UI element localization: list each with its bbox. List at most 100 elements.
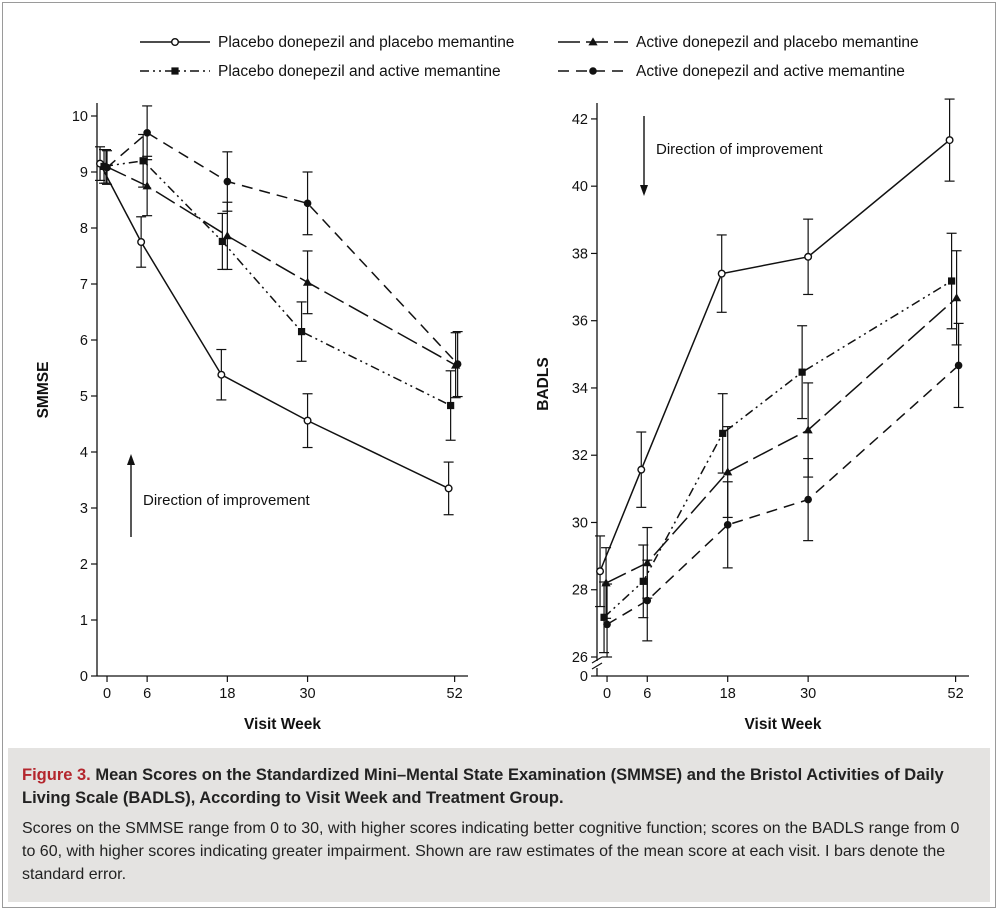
data-point bbox=[139, 157, 147, 165]
series-line bbox=[105, 165, 456, 366]
caption-title-line: Figure 3. Mean Scores on the Standardize… bbox=[22, 764, 976, 810]
data-point bbox=[302, 277, 313, 286]
legend-marker bbox=[170, 38, 179, 47]
data-point bbox=[223, 177, 232, 186]
y-axis-label: BADLS bbox=[535, 357, 552, 410]
data-point bbox=[142, 181, 152, 190]
y-tick-label: 40 bbox=[572, 179, 588, 195]
data-point bbox=[954, 361, 963, 370]
axis-break-mark bbox=[591, 662, 603, 670]
legend-marker bbox=[589, 67, 597, 75]
x-tick-label: 18 bbox=[720, 686, 736, 702]
data-point bbox=[444, 484, 453, 493]
data-point bbox=[804, 252, 813, 261]
series-line bbox=[99, 163, 449, 490]
data-point bbox=[222, 231, 232, 240]
legend-label: Placebo donepezil and active memantine bbox=[218, 63, 501, 80]
data-point bbox=[218, 237, 226, 246]
direction-of-improvement-label: Direction of improvement bbox=[143, 492, 311, 509]
y-tick-label: 2 bbox=[80, 557, 88, 573]
y-tick-label: 36 bbox=[572, 314, 588, 330]
data-point bbox=[723, 467, 733, 476]
data-point bbox=[103, 163, 111, 172]
data-point bbox=[717, 269, 726, 278]
y-tick-label: 8 bbox=[80, 221, 88, 237]
y-tick-label: 28 bbox=[572, 583, 588, 599]
x-tick-label: 30 bbox=[299, 686, 315, 702]
smmse-series-active-donepezil-and-placebo-memantine bbox=[101, 149, 461, 399]
series-line bbox=[599, 139, 951, 572]
data-point bbox=[297, 328, 306, 336]
badls-series-active-donepezil-and-active-memantine bbox=[602, 322, 964, 658]
smmse-series-active-donepezil-and-active-memantine bbox=[102, 105, 463, 398]
data-point bbox=[803, 425, 813, 434]
y-tick-label: 26 bbox=[572, 650, 588, 666]
legend-item-active-donepezil-and-active-memantine: Active donepezil and active memantine bbox=[558, 63, 905, 80]
series-line bbox=[106, 131, 459, 365]
data-point bbox=[453, 360, 462, 368]
data-point bbox=[603, 620, 611, 629]
data-point bbox=[719, 429, 727, 437]
caption-figure-label: Figure 3. bbox=[22, 766, 91, 784]
legend-item-placebo-donepezil-and-active-memantine: Placebo donepezil and active memantine bbox=[140, 63, 501, 80]
series-line bbox=[103, 160, 451, 407]
badls-series-placebo-donepezil-and-active-memantine bbox=[599, 232, 957, 654]
smmse-series-placebo-donepezil-and-placebo-memantine bbox=[95, 146, 454, 516]
data-point bbox=[951, 293, 962, 302]
data-point bbox=[303, 199, 312, 208]
legend-item-placebo-donepezil-and-placebo-memantine: Placebo donepezil and placebo memantine bbox=[140, 34, 514, 51]
data-point bbox=[723, 521, 732, 529]
legend-item-active-donepezil-and-placebo-memantine: Active donepezil and placebo memantine bbox=[558, 34, 919, 51]
data-point bbox=[600, 613, 608, 621]
y-tick-label: 7 bbox=[80, 277, 88, 293]
legend-label: Active donepezil and placebo memantine bbox=[636, 34, 919, 51]
data-point bbox=[596, 567, 605, 576]
legend-marker bbox=[588, 37, 598, 46]
x-axis-label: Visit Week bbox=[244, 716, 321, 733]
series-line bbox=[605, 297, 958, 584]
data-point bbox=[217, 370, 226, 379]
data-point bbox=[143, 129, 151, 137]
data-point bbox=[804, 495, 812, 504]
figure-caption: Figure 3. Mean Scores on the Standardize… bbox=[8, 748, 990, 902]
data-point bbox=[637, 465, 646, 474]
y-tick-label: 42 bbox=[572, 112, 588, 128]
caption-title: Mean Scores on the Standardized Mini–Men… bbox=[22, 766, 944, 807]
y-tick-label: 4 bbox=[80, 445, 88, 461]
data-point bbox=[447, 401, 455, 410]
figure-canvas: Placebo donepezil and placebo memantine A… bbox=[35, 34, 969, 733]
arrowhead-up-icon bbox=[127, 454, 135, 465]
x-tick-label: 0 bbox=[603, 686, 611, 702]
y-tick-label: 34 bbox=[572, 381, 588, 397]
data-point bbox=[137, 237, 146, 246]
x-tick-label: 6 bbox=[643, 686, 651, 702]
smmse-series-placebo-donepezil-and-active-memantine bbox=[99, 133, 456, 441]
direction-of-improvement-label: Direction of improvement bbox=[656, 141, 824, 158]
x-tick-label: 52 bbox=[447, 686, 463, 702]
data-point bbox=[798, 368, 806, 376]
y-tick-label: 0 bbox=[580, 669, 588, 685]
smmse-panel: 0 1 2 3 4 5 6 7 8 9 10 0 6 18 30 52 Visit Week SMMSE Direc… bbox=[35, 103, 468, 733]
y-tick-label: 5 bbox=[80, 389, 88, 405]
y-tick-label: 32 bbox=[572, 448, 588, 464]
x-tick-label: 30 bbox=[800, 686, 816, 702]
data-point bbox=[947, 277, 956, 285]
series-line bbox=[606, 364, 960, 626]
x-tick-label: 52 bbox=[948, 686, 964, 702]
legend: Placebo donepezil and placebo memantine A… bbox=[140, 34, 919, 80]
y-tick-label: 38 bbox=[572, 246, 588, 262]
x-tick-label: 6 bbox=[143, 686, 151, 702]
y-axis-label: SMMSE bbox=[35, 362, 52, 419]
arrowhead-down-icon bbox=[640, 185, 648, 196]
y-tick-label: 3 bbox=[80, 501, 88, 517]
y-tick-label: 1 bbox=[80, 613, 88, 629]
legend-label: Placebo donepezil and placebo memantine bbox=[218, 34, 514, 51]
data-point bbox=[639, 577, 647, 585]
y-tick-label: 10 bbox=[72, 109, 88, 125]
legend-marker bbox=[171, 67, 179, 75]
legend-label: Active donepezil and active memantine bbox=[636, 63, 905, 80]
data-point bbox=[303, 416, 312, 425]
axis-break-mark bbox=[591, 656, 603, 664]
data-point bbox=[643, 596, 652, 605]
badls-panel: 0 26 28 30 32 34 36 38 40 42 0 6 18 30 52 Visit Week BAD… bbox=[535, 98, 969, 733]
